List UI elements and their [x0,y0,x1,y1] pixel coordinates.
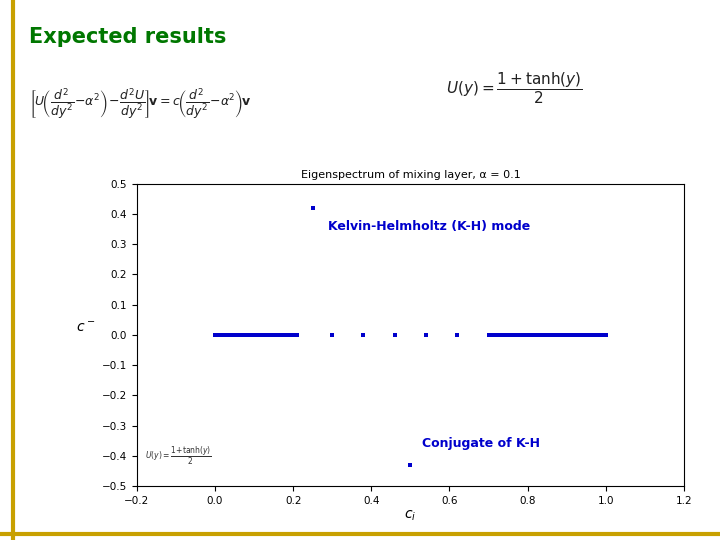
Point [279,330,291,339]
Point [506,330,518,339]
Point [229,330,240,339]
Point [451,330,463,339]
Point [405,461,416,469]
Point [237,330,248,339]
Point [585,330,596,339]
Point [244,330,256,339]
Point [287,330,299,339]
Point [213,330,225,339]
Point [221,330,233,339]
Point [538,330,549,339]
Point [284,330,295,339]
Point [389,330,400,339]
X-axis label: $c_i$: $c_i$ [404,509,417,523]
Point [503,330,514,339]
Point [240,330,252,339]
Point [307,204,318,212]
Point [326,330,338,339]
Point [530,330,541,339]
Point [510,330,522,339]
Point [483,330,495,339]
Point [233,330,244,339]
Point [256,330,268,339]
Point [541,330,553,339]
Point [545,330,557,339]
Text: Kelvin-Helmholtz (K-H) mode: Kelvin-Helmholtz (K-H) mode [328,220,531,233]
Point [518,330,529,339]
Point [577,330,588,339]
Point [498,330,510,339]
Point [358,330,369,339]
Point [593,330,604,339]
Point [210,330,221,339]
Point [522,330,534,339]
Point [572,330,584,339]
Point [276,330,287,339]
Point [588,330,600,339]
Point [569,330,580,339]
Point [225,330,236,339]
Text: $\left[U\!\left(\dfrac{d^2}{dy^2}\!-\!\alpha^2\right)\!-\!\dfrac{d^2U}{dy^2}\rig: $\left[U\!\left(\dfrac{d^2}{dy^2}\!-\!\a… [29,86,251,121]
Text: Expected results: Expected results [29,27,226,47]
Point [252,330,264,339]
Point [420,330,432,339]
Text: $U(y)=\dfrac{1+\tanh(y)}{2}$: $U(y)=\dfrac{1+\tanh(y)}{2}$ [446,70,583,106]
Point [248,330,260,339]
Point [549,330,561,339]
Point [526,330,537,339]
Point [580,330,592,339]
Title: Eigenspectrum of mixing layer, α = 0.1: Eigenspectrum of mixing layer, α = 0.1 [300,170,521,180]
Point [596,330,608,339]
Point [565,330,577,339]
Point [217,330,228,339]
Y-axis label: $c^-$: $c^-$ [76,321,95,335]
Point [534,330,545,339]
Point [557,330,569,339]
Point [495,330,506,339]
Point [553,330,564,339]
Point [271,330,283,339]
Point [487,330,498,339]
Point [561,330,572,339]
Point [260,330,271,339]
Point [490,330,502,339]
Point [514,330,526,339]
Point [268,330,279,339]
Point [264,330,276,339]
Text: Conjugate of K-H: Conjugate of K-H [422,437,540,450]
Text: $U(y)=\dfrac{1\!+\!\tanh(y)}{2}$: $U(y)=\dfrac{1\!+\!\tanh(y)}{2}$ [145,444,212,467]
Point [600,330,611,339]
Point [292,330,303,339]
